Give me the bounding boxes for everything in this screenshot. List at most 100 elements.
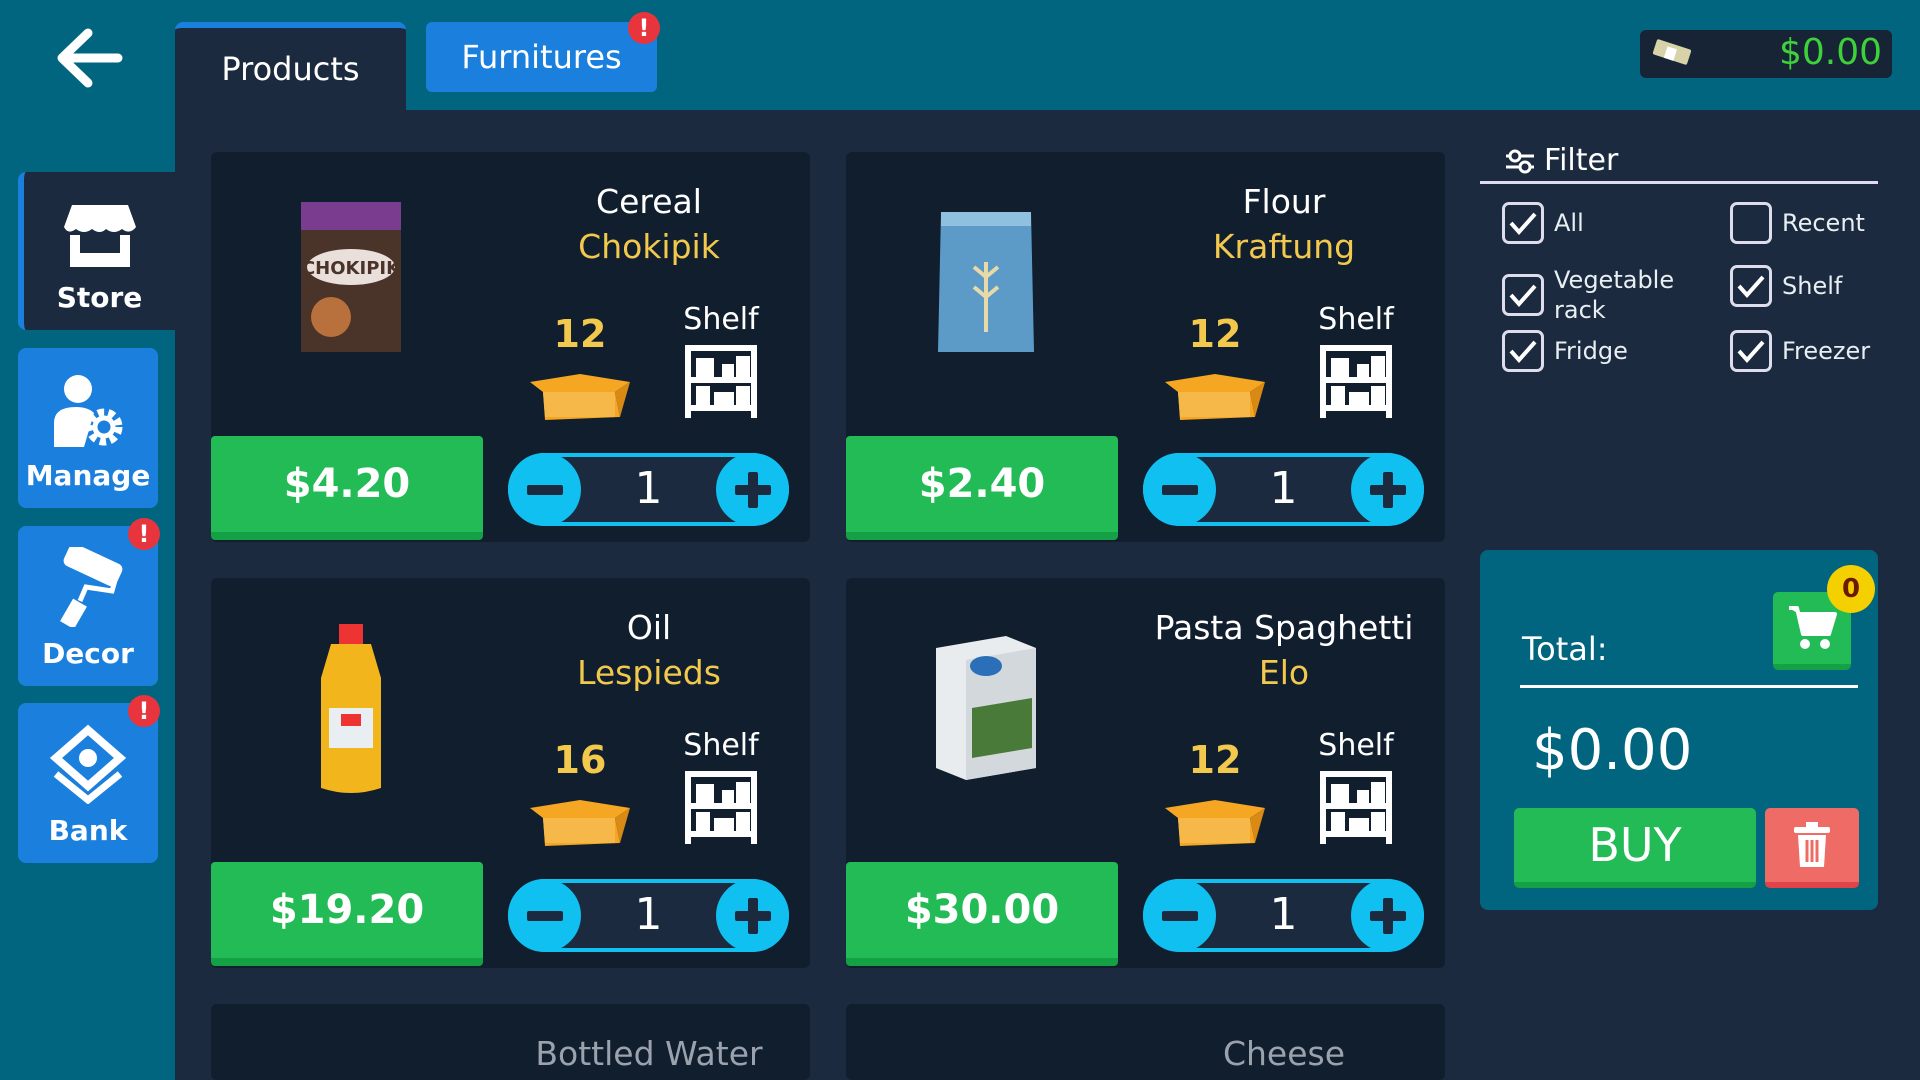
buy-label: BUY — [1588, 818, 1682, 872]
product-brand: Elo — [1258, 653, 1310, 692]
quantity-stepper: 1 — [1143, 879, 1424, 952]
check-icon — [1737, 275, 1765, 299]
product-card[interactable]: Oil Lespieds 16 Shelf $19.20 1 — [211, 578, 810, 968]
tab-products[interactable]: Products — [175, 22, 406, 110]
checkbox[interactable] — [1730, 330, 1772, 372]
product-card-bottled-water[interactable]: Bottled Water — [211, 1004, 810, 1080]
tab-label: Furnitures — [461, 38, 622, 76]
filter-title: Filter — [1544, 143, 1619, 178]
shelf-icon — [1320, 345, 1392, 418]
box-icon — [1165, 374, 1265, 420]
sidebar-item-manage[interactable]: Manage — [18, 348, 158, 508]
minus-icon — [526, 910, 563, 921]
tab-label: Products — [221, 50, 360, 88]
filter-label: Shelf — [1782, 272, 1843, 300]
filter-option[interactable]: Freezer — [1730, 330, 1870, 372]
product-card[interactable]: Flour Kraftung 12 Shelf $2.40 1 — [846, 152, 1445, 542]
price-button[interactable]: $2.40 — [846, 436, 1118, 540]
total-value: $0.00 — [1532, 718, 1693, 783]
increase-button[interactable] — [716, 879, 789, 952]
alert-badge: ! — [628, 12, 660, 44]
money-stack-icon — [50, 724, 126, 804]
cart-icon — [1789, 606, 1837, 649]
product-image: CHOKIPIK — [301, 202, 401, 352]
shelf-icon — [1320, 771, 1392, 844]
plus-icon — [734, 471, 771, 508]
box-icon — [1165, 800, 1265, 846]
minus-icon — [526, 484, 563, 495]
checkbox[interactable] — [1502, 274, 1544, 316]
store-icon — [63, 205, 136, 267]
arrow-left-icon[interactable] — [50, 25, 125, 90]
product-name: Cheese — [1222, 1034, 1346, 1073]
decrease-button[interactable] — [508, 453, 581, 526]
plus-icon — [734, 897, 771, 934]
product-card[interactable]: CHOKIPIK Cereal Chokipik 12 Shelf $4.20 … — [211, 152, 810, 542]
filter-label: Vegetable rack — [1554, 266, 1675, 324]
quantity-value[interactable]: 1 — [634, 889, 663, 940]
filter-panel: Filter All Recent Vegetable rack Shelf Fridg… — [1480, 140, 1878, 372]
decrease-button[interactable] — [1143, 453, 1216, 526]
filter-option[interactable]: Fridge — [1502, 330, 1628, 372]
cart-panel: Total: $0.00 0 BUY — [1480, 550, 1878, 910]
box-count: 16 — [553, 738, 607, 782]
quantity-value[interactable]: 1 — [1269, 463, 1298, 514]
money-value: $0.00 — [1778, 32, 1882, 73]
price-label: $2.40 — [918, 461, 1046, 507]
trash-icon — [1794, 822, 1830, 867]
filter-option[interactable]: Recent — [1730, 202, 1865, 244]
cart-count-badge: 0 — [1827, 565, 1875, 613]
shelf-icon — [685, 771, 757, 844]
checkbox[interactable] — [1730, 265, 1772, 307]
plus-icon — [1369, 471, 1406, 508]
filter-option[interactable]: All — [1502, 202, 1584, 244]
placement-label: Shelf — [683, 302, 759, 337]
quantity-value[interactable]: 1 — [1269, 889, 1298, 940]
product-card[interactable]: Pasta Spaghetti Elo 12 Shelf $30.00 1 — [846, 578, 1445, 968]
check-icon — [1509, 212, 1537, 236]
sidebar-item-store[interactable]: Store — [18, 172, 175, 330]
quantity-stepper: 1 — [508, 879, 789, 952]
minus-icon — [1161, 484, 1198, 495]
increase-button[interactable] — [1351, 879, 1424, 952]
decrease-button[interactable] — [1143, 879, 1216, 952]
decrease-button[interactable] — [508, 879, 581, 952]
filter-option[interactable]: Vegetable rack — [1502, 265, 1674, 325]
price-button[interactable]: $4.20 — [211, 436, 483, 540]
svg-text:CHOKIPIK: CHOKIPIK — [302, 258, 401, 279]
quantity-stepper: 1 — [1143, 453, 1424, 526]
filter-option[interactable]: Shelf — [1730, 265, 1842, 307]
filter-label: All — [1554, 209, 1584, 237]
sidebar-item-decor[interactable]: Decor — [18, 526, 158, 686]
increase-button[interactable] — [716, 453, 789, 526]
placement-label: Shelf — [1318, 728, 1394, 763]
buy-button[interactable]: BUY — [1514, 808, 1756, 888]
sliders-icon — [1506, 149, 1534, 173]
divider — [1520, 685, 1858, 688]
product-image — [321, 624, 381, 793]
check-icon — [1509, 284, 1537, 308]
increase-button[interactable] — [1351, 453, 1424, 526]
checkbox[interactable] — [1502, 330, 1544, 372]
checkbox[interactable] — [1730, 202, 1772, 244]
total-label: Total: — [1522, 630, 1608, 668]
price-label: $4.20 — [283, 461, 411, 507]
price-button[interactable]: $19.20 — [211, 862, 483, 966]
tab-furnitures[interactable]: Furnitures — [426, 22, 657, 92]
product-name: Oil — [626, 608, 672, 647]
filter-label: Freezer — [1782, 337, 1871, 365]
product-name: Bottled Water — [535, 1034, 763, 1073]
product-name: Cereal — [596, 182, 702, 221]
quantity-value[interactable]: 1 — [634, 463, 663, 514]
sidebar-label: Bank — [48, 814, 128, 847]
price-button[interactable]: $30.00 — [846, 862, 1118, 966]
product-card-cheese[interactable]: Cheese — [846, 1004, 1445, 1080]
box-icon — [530, 800, 630, 846]
clear-cart-button[interactable] — [1765, 808, 1859, 888]
box-count: 12 — [553, 312, 607, 356]
box-count: 12 — [1188, 738, 1242, 782]
checkbox[interactable] — [1502, 202, 1544, 244]
sidebar-item-bank[interactable]: Bank — [18, 703, 158, 863]
alert-badge: ! — [128, 518, 160, 550]
product-brand: Chokipik — [578, 227, 720, 266]
